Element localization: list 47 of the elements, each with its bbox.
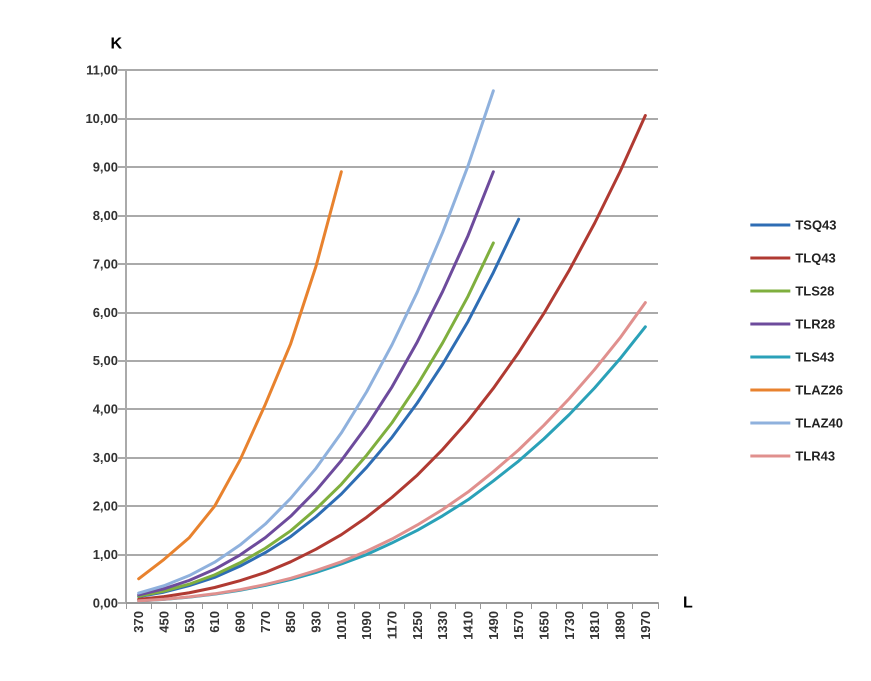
legend-label: TLAZ26 [795,382,843,398]
y-tick-label: 10,00 [85,110,118,126]
y-tick-label: 0,00 [92,596,118,610]
y-tick-label: 5,00 [92,353,118,368]
x-tick-label: 1010 [334,611,349,640]
y-tick-label: 11,00 [86,62,118,78]
x-tick-label: 1890 [612,611,628,640]
x-tick-label: 1170 [384,611,400,640]
x-tick-label: 1570 [511,611,526,640]
x-tick-label: 610 [207,611,222,633]
x-tick-label: 1090 [359,611,374,640]
x-tick-label: 1650 [536,611,552,640]
y-tick-label: 4,00 [92,402,118,417]
x-tick-label: 930 [308,611,324,633]
legend-label: TLAZ40 [795,416,843,430]
x-tick-label: 1410 [460,611,476,640]
x-tick-label: 450 [156,611,172,633]
line-series [137,170,495,596]
x-tick-label: 770 [258,611,273,633]
line-series [137,170,343,580]
x-tick-label: 690 [232,611,248,633]
y-tick-label: 9,00 [92,159,118,174]
y-tick-label: 2,00 [92,498,118,514]
legend-label: TLR43 [795,448,836,464]
y-tick-label: 7,00 [92,256,118,272]
legend-label: TLS43 [795,350,834,364]
x-tick-label: 1330 [435,611,450,640]
y-axis-title: K [110,36,122,52]
y-tick-label: 6,00 [92,304,118,320]
y-tick-label: 1,00 [92,547,118,562]
y-tick-label: 3,00 [92,450,118,466]
legend-label: TLQ43 [795,250,836,266]
x-tick-label: 850 [283,611,298,633]
line-series [137,114,647,601]
x-tick-label: 1970 [638,611,653,640]
legend-label: TLR28 [795,316,836,332]
x-tick-label: 1810 [587,611,602,640]
legend-label: TLS28 [795,284,834,298]
x-axis-title: L [683,594,693,612]
x-tick-label: 1250 [410,611,425,640]
y-tick-label: 8,00 [92,208,118,223]
x-tick-label: 530 [182,611,197,633]
x-tick-label: 370 [131,611,146,633]
x-tick-label: 1490 [486,611,501,640]
x-tick-label: 1730 [562,611,577,640]
legend-label: TSQ43 [795,218,837,232]
line-series [137,89,495,595]
